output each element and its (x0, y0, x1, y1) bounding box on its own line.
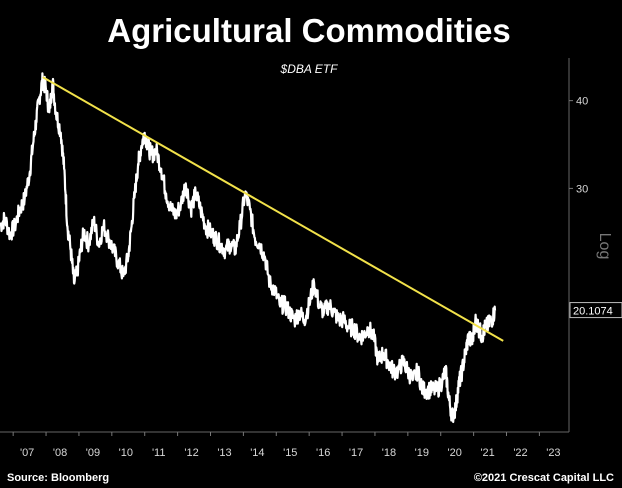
copyright-label: ©2021 Crescat Capital LLC (474, 472, 614, 484)
scale-type-label: Log (596, 233, 613, 260)
chart-title: Agricultural Commodities (107, 12, 510, 49)
x-tick-label: '22 (513, 447, 527, 459)
last-value-badge: 20.1074 (569, 302, 622, 319)
y-axis-ticks: 30 40 (569, 96, 588, 195)
x-tick-label: '18 (382, 447, 396, 459)
series-line-price (0, 72, 497, 424)
last-value-label: 20.1074 (573, 306, 613, 318)
chart-subtitle: $DBA ETF (280, 62, 339, 76)
source-label: Source: Bloomberg (7, 472, 109, 484)
x-tick-label: '12 (184, 447, 198, 459)
x-tick-label: '13 (217, 447, 231, 459)
x-tick-label: '14 (250, 447, 264, 459)
x-tick-label: '16 (316, 447, 330, 459)
y-tick-label: 30 (576, 183, 588, 195)
x-tick-label: '23 (546, 447, 560, 459)
series-line-trend (42, 76, 504, 342)
x-axis-ticks: '07 '08 '09 '10 '11 '12 '13 '14 '15 '16 '17 '18 '19 '… (12, 432, 561, 459)
x-tick-label: '19 (415, 447, 429, 459)
x-tick-label: '21 (480, 447, 494, 459)
x-tick-label: '10 (119, 447, 133, 459)
x-tick-label: '09 (86, 447, 100, 459)
x-tick-label: '08 (53, 447, 67, 459)
last-value-box (569, 302, 622, 319)
x-tick-label: '15 (283, 447, 297, 459)
x-tick-label: '07 (20, 447, 34, 459)
x-tick-label: '11 (152, 447, 166, 459)
x-tick-label: '17 (349, 447, 363, 459)
x-tick-label: '20 (448, 447, 462, 459)
y-tick-label: 40 (576, 96, 588, 108)
